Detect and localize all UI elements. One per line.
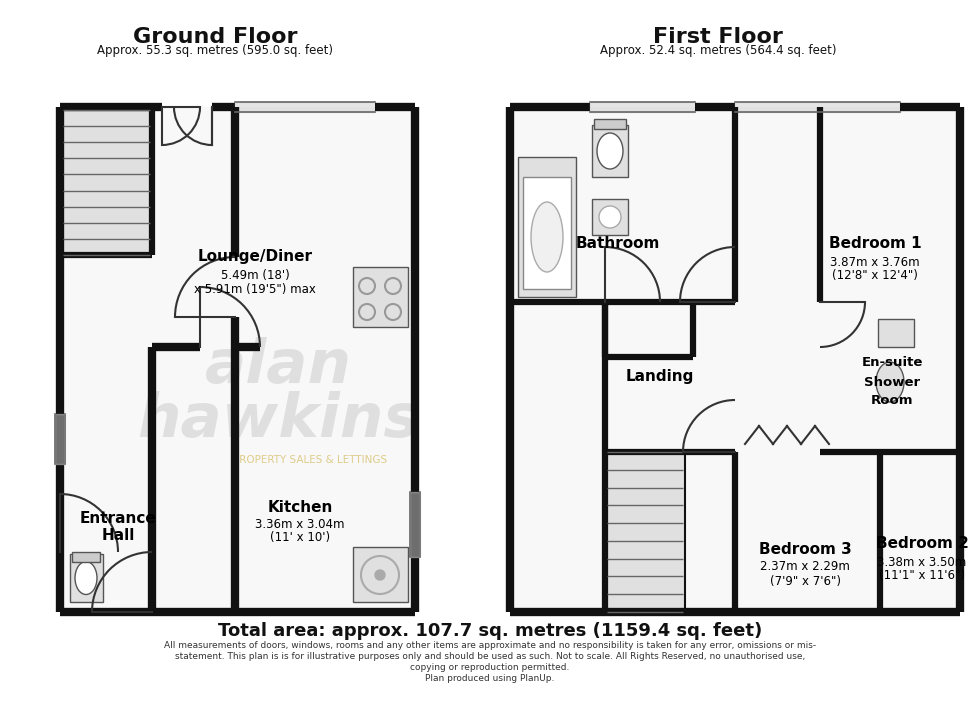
Bar: [510, 107, 960, 612]
Bar: [605, 452, 685, 612]
Text: alan: alan: [205, 337, 352, 397]
Ellipse shape: [531, 202, 563, 272]
Text: Bedroom 3: Bedroom 3: [759, 542, 852, 557]
Ellipse shape: [599, 206, 621, 228]
Bar: [592, 125, 628, 177]
Text: Bedroom 2: Bedroom 2: [875, 537, 968, 552]
Text: statement. This plan is is for illustrative purposes only and should be used as : statement. This plan is is for illustrat…: [174, 652, 806, 661]
Text: 3.38m x 3.50m: 3.38m x 3.50m: [877, 555, 966, 568]
Text: Bathroom: Bathroom: [576, 236, 661, 251]
Text: copying or reproduction permitted.: copying or reproduction permitted.: [411, 663, 569, 672]
Bar: [70, 554, 103, 602]
Text: 3.36m x 3.04m: 3.36m x 3.04m: [255, 518, 345, 530]
Text: Approx. 55.3 sq. metres (595.0 sq. feet): Approx. 55.3 sq. metres (595.0 sq. feet): [97, 44, 333, 57]
Text: 3.87m x 3.76m: 3.87m x 3.76m: [830, 256, 920, 268]
Text: First Floor: First Floor: [653, 27, 783, 47]
Bar: [63, 110, 152, 255]
Bar: [60, 107, 415, 612]
Bar: [353, 267, 408, 327]
Text: All measurements of doors, windows, rooms and any other items are approximate an: All measurements of doors, windows, room…: [164, 641, 816, 650]
Bar: [878, 319, 914, 347]
Ellipse shape: [876, 362, 904, 402]
Text: Ground Floor: Ground Floor: [132, 27, 297, 47]
Text: (7'9" x 7'6"): (7'9" x 7'6"): [769, 575, 841, 587]
Text: Plan produced using PlanUp.: Plan produced using PlanUp.: [425, 674, 555, 683]
Ellipse shape: [75, 562, 97, 595]
Bar: [72, 552, 100, 562]
Text: Bedroom 1: Bedroom 1: [829, 236, 921, 251]
Bar: [518, 157, 576, 297]
Text: Landing: Landing: [626, 370, 694, 384]
Text: Lounge/Diner: Lounge/Diner: [198, 249, 313, 264]
Bar: [592, 199, 628, 235]
Text: (11' x 10'): (11' x 10'): [270, 531, 330, 545]
Text: En-suite
Shower
Room: En-suite Shower Room: [861, 357, 923, 407]
Text: (11'1" x 11'6"): (11'1" x 11'6"): [879, 570, 965, 582]
Bar: [523, 177, 571, 289]
Text: Kitchen: Kitchen: [268, 500, 332, 515]
Text: PROPERTY SALES & LETTINGS: PROPERTY SALES & LETTINGS: [233, 455, 387, 465]
Bar: [594, 119, 626, 129]
Ellipse shape: [597, 133, 623, 169]
Text: Total area: approx. 107.7 sq. metres (1159.4 sq. feet): Total area: approx. 107.7 sq. metres (11…: [218, 622, 762, 640]
Text: (12'8" x 12'4"): (12'8" x 12'4"): [832, 270, 918, 283]
Text: 5.49m (18'): 5.49m (18'): [220, 270, 289, 283]
Circle shape: [375, 570, 385, 580]
Text: hawkins: hawkins: [136, 390, 419, 449]
Text: x 5.91m (19'5") max: x 5.91m (19'5") max: [194, 283, 316, 296]
Text: Approx. 52.4 sq. metres (564.4 sq. feet): Approx. 52.4 sq. metres (564.4 sq. feet): [600, 44, 836, 57]
Bar: [353, 547, 408, 602]
Text: Entrance
Hall: Entrance Hall: [79, 511, 157, 543]
Text: 2.37m x 2.29m: 2.37m x 2.29m: [760, 560, 850, 573]
